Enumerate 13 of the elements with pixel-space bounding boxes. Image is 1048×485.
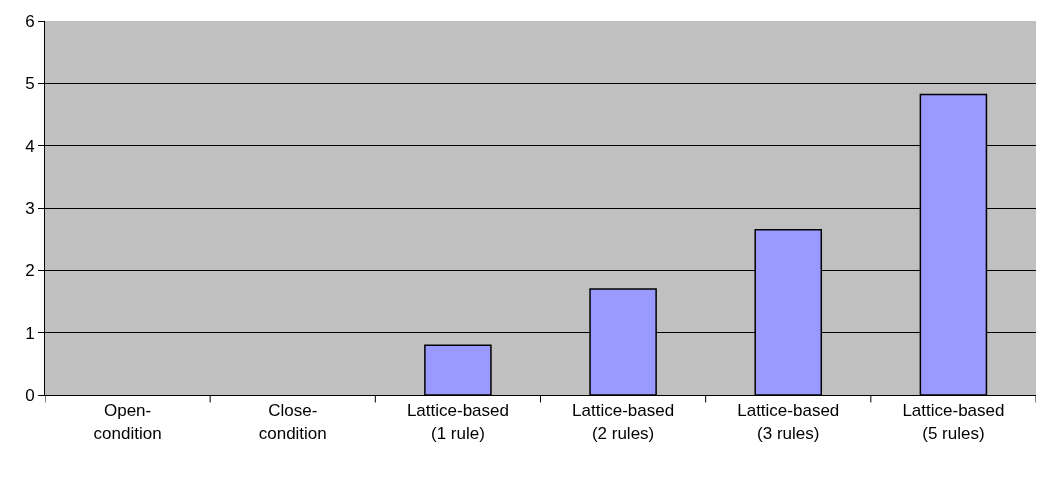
x-tick-label: Lattice-based (1 rule) [406, 401, 509, 443]
x-tick-label: Lattice-based (5 rules) [902, 401, 1005, 443]
x-tick-label: Lattice-based (2 rules) [572, 401, 675, 443]
y-tick-label: 0 [25, 385, 35, 405]
y-tick-label: 6 [25, 11, 35, 31]
x-tick-label: Close- condition [258, 401, 327, 443]
x-tick-label: Open- condition [93, 401, 162, 443]
y-tick-label: 1 [25, 323, 35, 343]
y-tick-label: 5 [25, 74, 35, 94]
y-tick-label: 2 [25, 261, 35, 281]
x-tick-label: Lattice-based (3 rules) [737, 401, 840, 443]
y-tick-label: 3 [25, 198, 35, 218]
y-tick-label: 4 [25, 136, 35, 156]
